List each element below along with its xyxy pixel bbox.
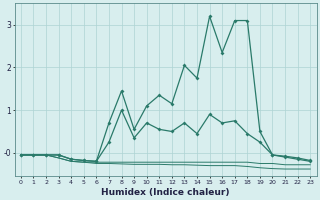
X-axis label: Humidex (Indice chaleur): Humidex (Indice chaleur)	[101, 188, 230, 197]
